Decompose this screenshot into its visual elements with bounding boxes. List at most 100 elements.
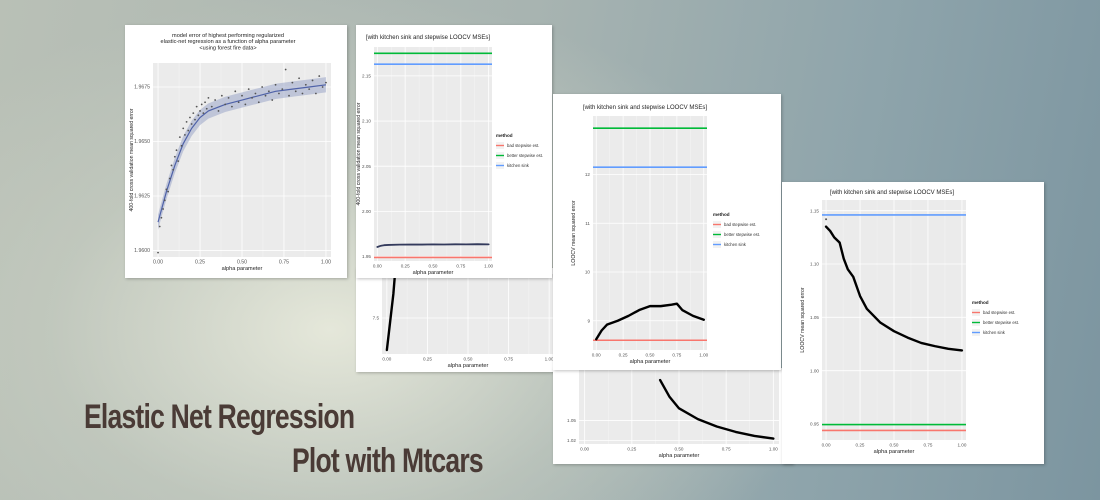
x-tick-label: 0.00 <box>822 443 831 448</box>
data-point <box>167 190 170 193</box>
y-tick-label: 1.95 <box>362 254 371 259</box>
chart-c1: [with kitchen sink and stepwise LOOCV MS… <box>356 35 543 276</box>
data-point <box>177 160 180 162</box>
legend-title: method <box>972 300 989 305</box>
plot-marks <box>822 214 966 432</box>
x-tick-label: 1.00 <box>545 357 554 362</box>
x-tick-label: 0.25 <box>619 353 628 358</box>
x-tick-label: 0.75 <box>504 357 513 362</box>
y-tick-label: 2.00 <box>362 209 371 214</box>
data-point <box>194 118 196 121</box>
chart-c0: model error of highest performing regula… <box>129 33 331 272</box>
x-tick-label: 0.25 <box>195 260 205 266</box>
series-line <box>658 378 775 440</box>
data-point <box>199 110 201 112</box>
data-point <box>205 107 208 110</box>
data-point <box>227 96 230 99</box>
data-point <box>178 136 181 139</box>
headline-line-2: Plot with Mtcars <box>292 442 484 480</box>
series-line <box>595 302 705 341</box>
data-point <box>204 101 206 104</box>
chart-title-line: <using forest fire data> <box>199 45 256 51</box>
data-point <box>278 92 280 95</box>
data-point <box>170 164 173 167</box>
data-point <box>173 155 176 158</box>
data-point <box>165 188 168 191</box>
y-tick-label: 1.00 <box>810 368 819 373</box>
data-point <box>214 99 217 101</box>
x-tick-label: 0.75 <box>923 443 932 448</box>
chart-c5: [with kitchen sink and stepwise LOOCV MS… <box>800 190 1019 455</box>
data-point <box>254 92 257 95</box>
data-point <box>241 94 243 97</box>
y-axis-label: 400-fold cross validation mean squared e… <box>129 108 135 211</box>
data-point <box>158 225 161 228</box>
y-axis-label: LOOCV mean squared error <box>800 287 806 352</box>
x-tick-label: 0.25 <box>856 443 865 448</box>
legend-label: kitchen sink <box>724 242 747 247</box>
chart-card-back-right: 0.00 0.25 0.50 0.75 1.00 1.02 1.05 alpha parame… <box>553 368 793 464</box>
y-tick-label: 11 <box>585 221 590 226</box>
legend-label: bad stepwise est. <box>507 143 539 148</box>
x-tick-label: 0.75 <box>456 264 465 269</box>
data-point <box>195 105 198 108</box>
y-tick-label: 1.9675 <box>134 85 150 91</box>
data-point <box>251 96 253 99</box>
data-point <box>157 251 159 254</box>
legend-title: method <box>713 212 730 217</box>
data-point <box>187 129 190 132</box>
data-point <box>247 88 250 91</box>
x-tick-label: 0.50 <box>429 264 438 269</box>
plot-marks <box>385 274 397 352</box>
data-point <box>264 94 267 97</box>
series-line <box>376 243 490 248</box>
x-tick-label: 0.25 <box>423 357 432 362</box>
plot-marks <box>374 52 492 259</box>
data-point <box>271 99 274 101</box>
x-tick-label: 0.50 <box>646 353 655 358</box>
data-point <box>281 88 284 91</box>
y-tick-label: 9 <box>587 318 590 323</box>
series-line <box>385 274 397 352</box>
data-point <box>184 134 186 136</box>
y-tick-label: 0.95 <box>810 422 819 427</box>
data-point <box>261 86 264 88</box>
chart-title-line: elastic-net regression as a function of … <box>161 39 296 45</box>
data-point <box>224 103 227 106</box>
data-point <box>325 81 327 84</box>
y-tick-label: 1.02 <box>567 438 576 443</box>
smooth-line <box>157 84 327 223</box>
x-tick-label: 0.50 <box>675 447 684 452</box>
chart-title-line: [with kitchen sink and stepwise LOOCV MS… <box>366 35 490 41</box>
y-tick-label: 1.9650 <box>134 139 150 145</box>
data-point <box>163 199 166 202</box>
legend-title: method <box>496 133 513 138</box>
data-point <box>304 83 307 86</box>
data-point <box>288 94 290 97</box>
data-point <box>189 116 191 119</box>
series-line <box>824 225 964 352</box>
data-point <box>210 105 213 108</box>
chart-title-line: [with kitchen sink and stepwise LOOCV MS… <box>830 190 954 196</box>
data-point <box>311 79 314 82</box>
data-point <box>185 120 188 123</box>
x-tick-label: 0.75 <box>722 447 731 452</box>
x-tick-label: 0.75 <box>672 353 681 358</box>
y-axis-label: 400-fold cross validation mean squared e… <box>356 102 362 205</box>
data-point <box>172 168 175 171</box>
chart-card-loocv-1: [with kitchen sink and stepwise LOOCV MS… <box>356 25 552 278</box>
y-tick-label: 1.15 <box>810 208 819 213</box>
data-point <box>318 75 321 77</box>
data-point <box>217 110 220 112</box>
legend-label: kitchen sink <box>983 330 1006 335</box>
x-tick-label: 0.25 <box>401 264 410 269</box>
y-tick-label: 2.10 <box>362 119 371 124</box>
chart-card-forest-fire: model error of highest performing regula… <box>125 25 347 278</box>
legend-label: better stepwise est. <box>507 153 543 158</box>
data-point <box>168 177 171 180</box>
data-point <box>207 96 210 99</box>
data-point <box>180 144 183 147</box>
data-point <box>202 112 205 115</box>
x-tick-label: 0.75 <box>279 260 289 266</box>
y-tick-label: 1.10 <box>810 262 819 267</box>
